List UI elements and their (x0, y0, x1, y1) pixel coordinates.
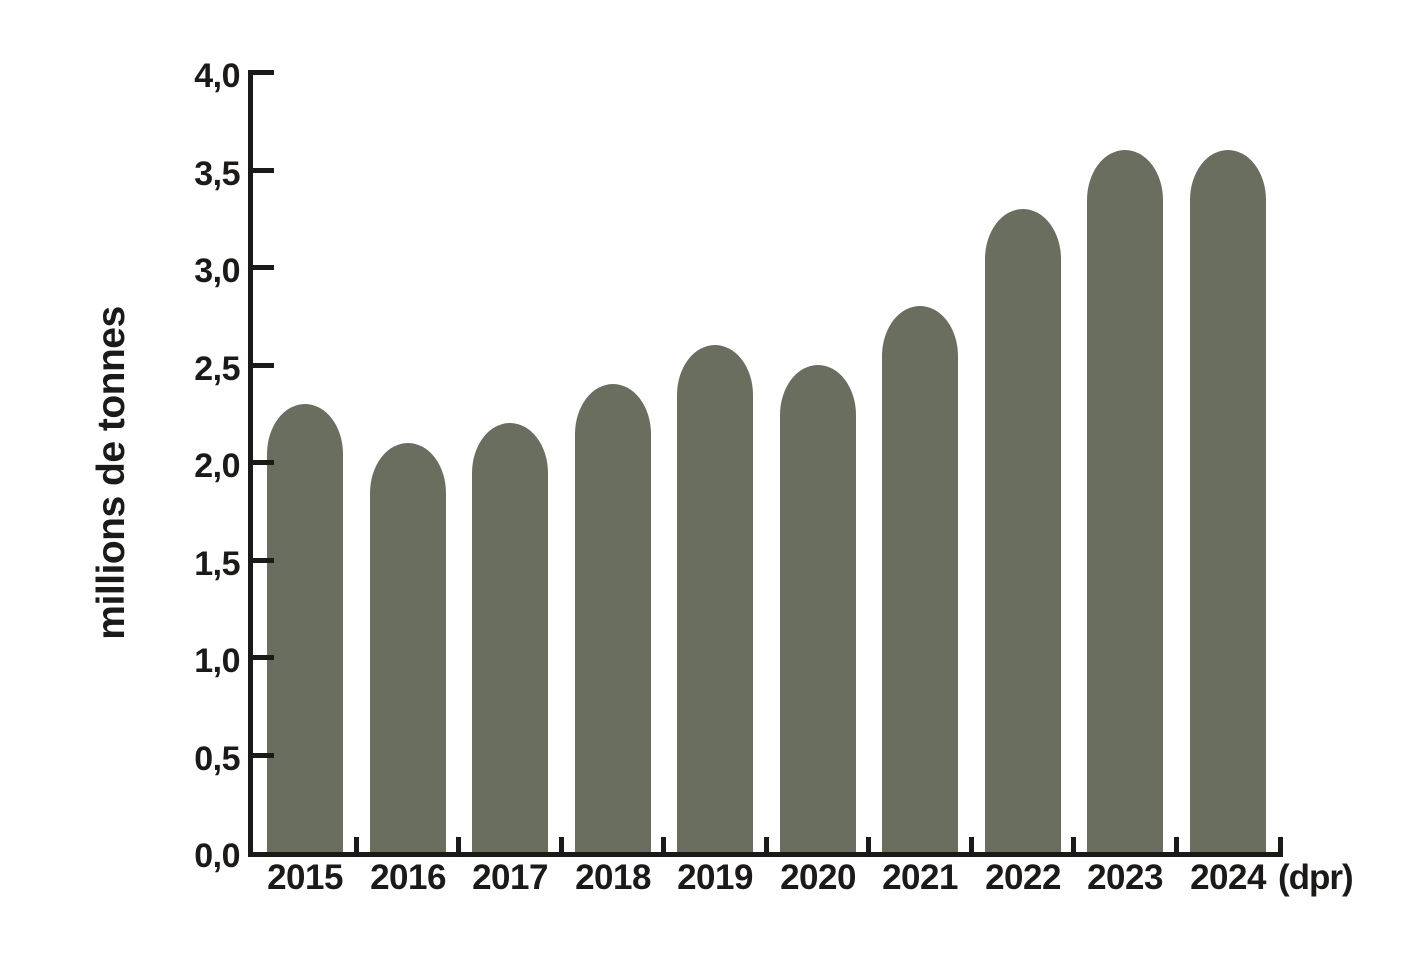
x-label-2019: 2019 (677, 858, 753, 897)
x-axis-line (248, 852, 1283, 857)
y-tick-4,0 (248, 70, 274, 75)
bar-2017 (472, 423, 548, 857)
bar-2024 (1190, 150, 1266, 857)
x-axis-end-tick (1278, 837, 1283, 852)
bar-2021 (882, 306, 958, 857)
x-label-2020: 2020 (780, 858, 856, 897)
bar-2023 (1087, 150, 1163, 857)
x-label-2021: 2021 (882, 858, 958, 897)
x-axis-suffix-label: (dpr) (1278, 858, 1354, 897)
x-label-2023: 2023 (1087, 858, 1163, 897)
bar-2022 (985, 209, 1061, 857)
y-label-3,0: 3,0 (194, 252, 240, 290)
bar-2015 (267, 404, 343, 857)
y-label-0,0: 0,0 (194, 837, 240, 875)
y-tick-1,5 (248, 558, 274, 563)
y-label-2,5: 2,5 (194, 350, 240, 388)
x-label-2016: 2016 (370, 858, 446, 897)
x-label-2017: 2017 (472, 858, 548, 897)
y-tick-3,5 (248, 168, 274, 173)
x-tick-8 (1071, 837, 1076, 852)
x-label-2024: 2024 (1190, 858, 1266, 897)
y-label-1,5: 1,5 (194, 545, 240, 583)
x-tick-7 (969, 837, 974, 852)
x-tick-1 (354, 837, 359, 852)
x-tick-9 (1174, 837, 1179, 852)
x-tick-5 (764, 837, 769, 852)
y-tick-2,0 (248, 460, 274, 465)
y-tick-3,0 (248, 265, 274, 270)
y-label-0,5: 0,5 (194, 740, 240, 778)
x-label-2015: 2015 (267, 858, 343, 897)
x-tick-4 (661, 837, 666, 852)
x-tick-2 (456, 837, 461, 852)
y-label-2,0: 2,0 (194, 447, 240, 485)
bar-2016 (370, 443, 446, 857)
y-label-3,5: 3,5 (194, 155, 240, 193)
y-tick-1,0 (248, 655, 274, 660)
x-label-2018: 2018 (575, 858, 651, 897)
x-label-2022: 2022 (985, 858, 1061, 897)
bar-2020 (780, 365, 856, 857)
bar-2019 (677, 345, 753, 857)
y-label-1,0: 1,0 (194, 642, 240, 680)
x-tick-3 (559, 837, 564, 852)
bar-2018 (575, 384, 651, 857)
y-tick-0,5 (248, 753, 274, 758)
y-tick-2,5 (248, 363, 274, 368)
y-label-4,0: 4,0 (194, 57, 240, 95)
x-tick-6 (866, 837, 871, 852)
